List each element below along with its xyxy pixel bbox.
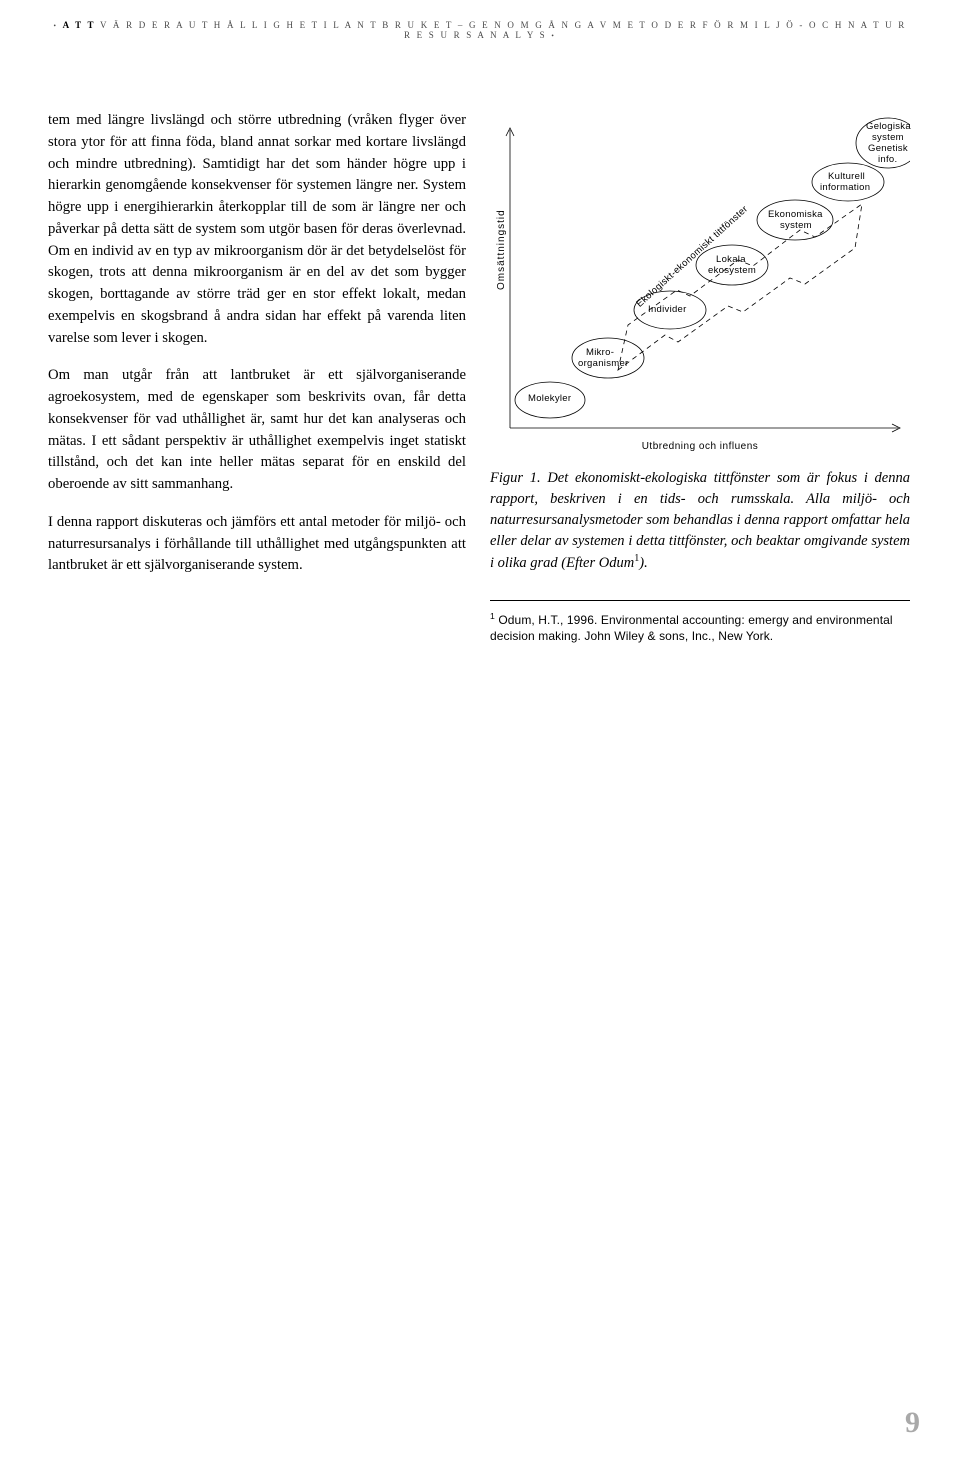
body-paragraph-3: I denna rapport diskuteras och jämförs e… — [48, 512, 466, 577]
figure-caption: Figur 1. Det ekonomiskt-ekologiska tittf… — [490, 468, 910, 574]
right-column: Omsättningstid Utbredning och influens M… — [490, 110, 910, 644]
label-kult-l2: information — [820, 183, 870, 194]
header-lead: A T T — [63, 20, 96, 30]
label-individer: Individer — [648, 305, 687, 316]
y-axis-label: Omsättningstid — [496, 209, 507, 290]
header-bullet-left: • — [54, 22, 59, 30]
footnote-text: Odum, H.T., 1996. Environmental accounti… — [490, 613, 893, 643]
label-ekon-l2: system — [780, 221, 812, 232]
content-columns: tem med längre livslängd och större utbr… — [48, 110, 912, 644]
body-paragraph-2: Om man utgår från att lantbruket är ett … — [48, 365, 466, 496]
page-number: 9 — [905, 1406, 920, 1440]
footnote: 1 Odum, H.T., 1996. Environmental accoun… — [490, 611, 910, 644]
label-mikro-l2: organismer — [578, 359, 629, 370]
figure-svg — [490, 110, 910, 460]
header-rest: V Ä R D E R A U T H Å L L I G H E T I L … — [96, 20, 907, 40]
header-bullet-right: • — [551, 32, 556, 40]
label-molekyler: Molekyler — [528, 394, 571, 405]
figure-1: Omsättningstid Utbredning och influens M… — [490, 110, 910, 460]
left-column: tem med längre livslängd och större utbr… — [48, 110, 466, 644]
body-paragraph-1: tem med längre livslängd och större utbr… — [48, 110, 466, 349]
footnote-rule — [490, 600, 910, 601]
label-lokala-l2: ekosystem — [708, 266, 756, 277]
label-geo-l4: info. — [878, 155, 897, 166]
x-axis-label: Utbredning och influens — [490, 441, 910, 452]
caption-text: Det ekonomiskt-ekologiska tittfönster so… — [490, 470, 910, 571]
running-header: • A T T V Ä R D E R A U T H Å L L I G H … — [48, 20, 912, 40]
caption-prefix: Figur 1. — [490, 470, 547, 486]
caption-tail: ). — [639, 555, 647, 571]
